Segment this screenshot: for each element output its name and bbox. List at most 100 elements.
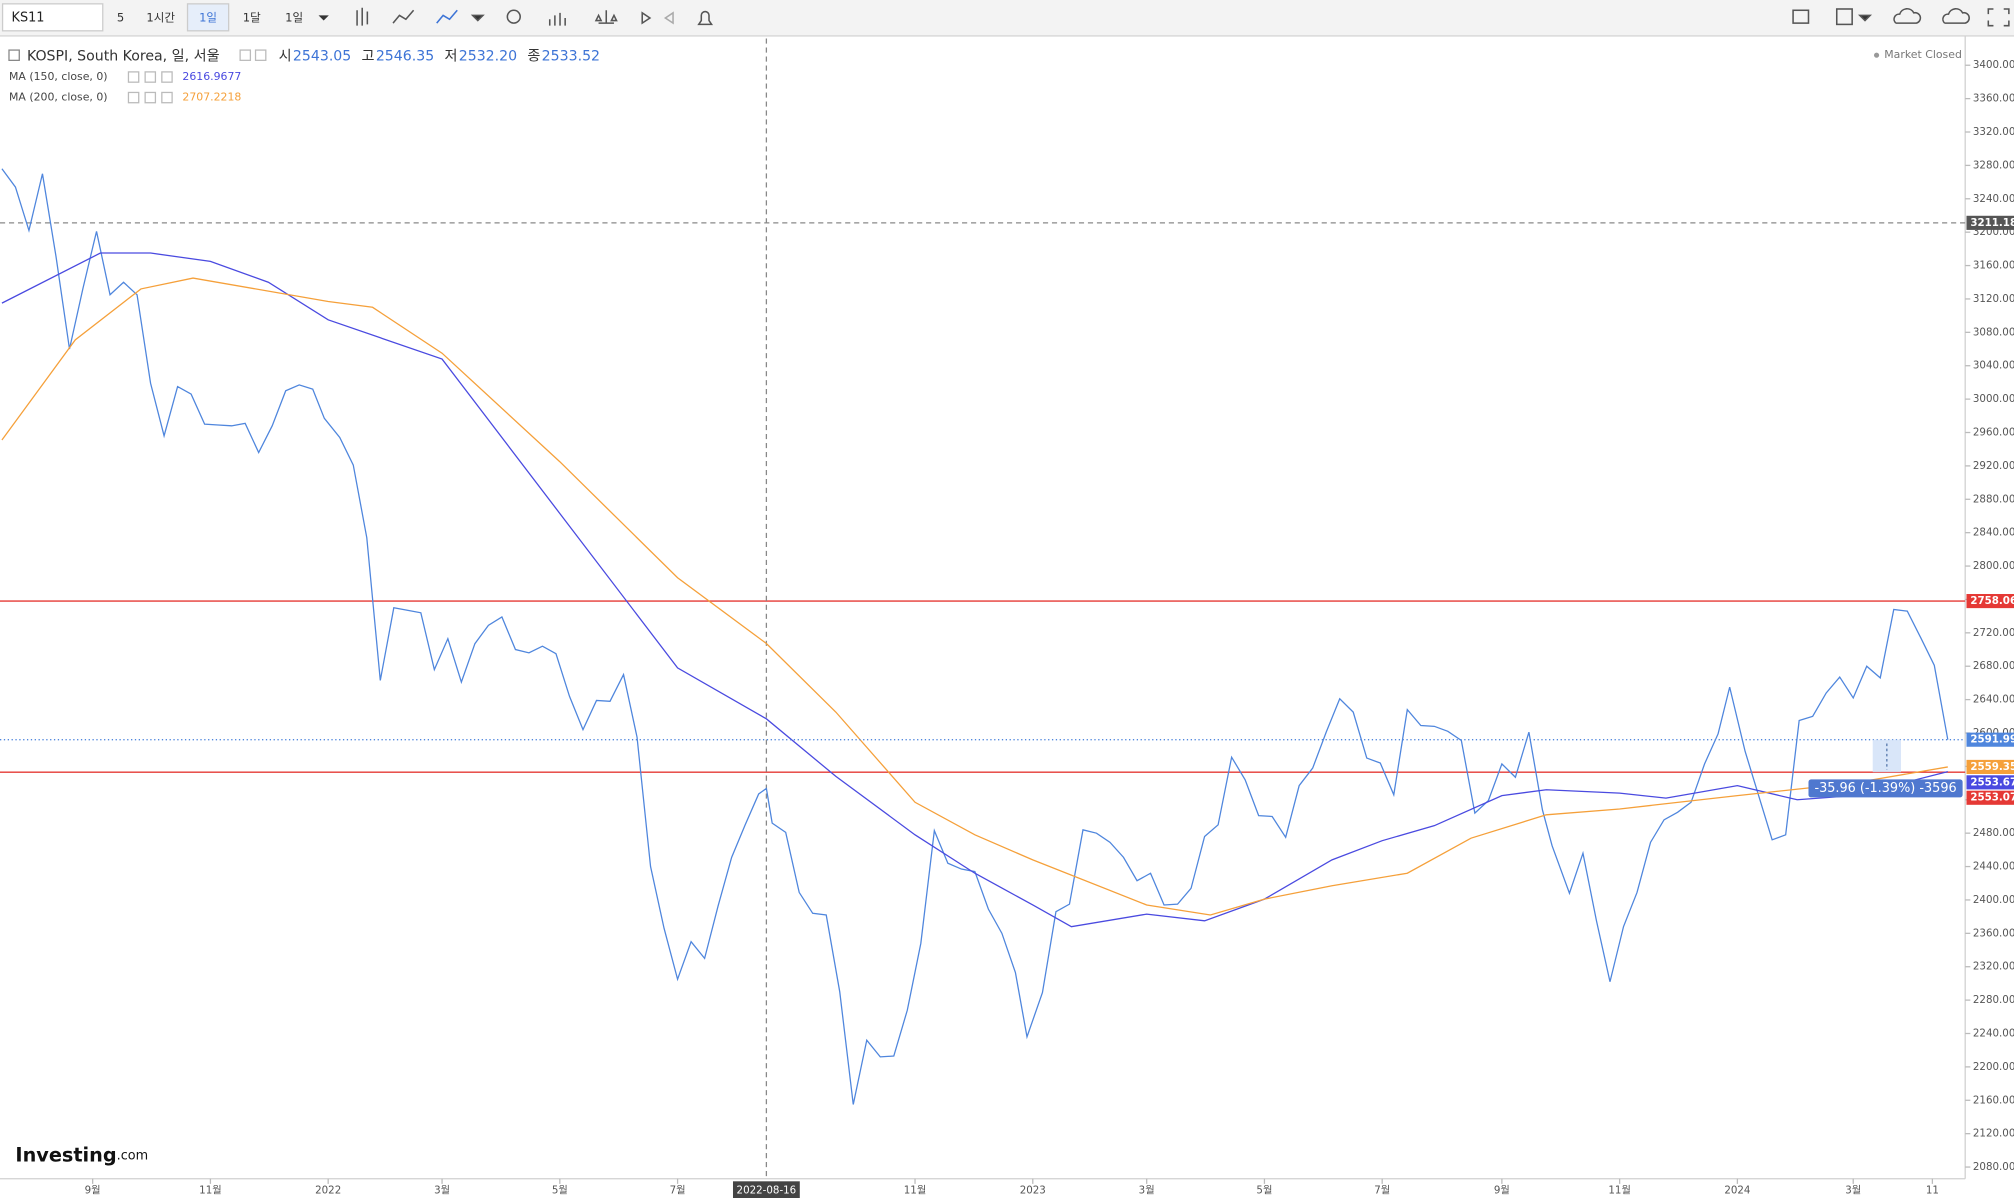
- x-tick-label: 2024: [1724, 1184, 1750, 1196]
- y-tick-label: 2440.00: [1973, 861, 2014, 873]
- price-tag: [1966, 775, 2014, 790]
- toolbar: [0, 0, 2014, 36]
- y-tick-label: 2800.00: [1973, 560, 2014, 572]
- y-tick-label: 3080.00: [1973, 326, 2014, 338]
- price-tag-label: 2758.06: [1970, 595, 2014, 607]
- y-tick-label: 3040.00: [1973, 360, 2014, 372]
- collapse-icon[interactable]: [8, 49, 20, 61]
- y-tick-label: 2200.00: [1973, 1061, 2014, 1073]
- y-tick-label: 2920.00: [1973, 460, 2014, 472]
- price-tag: [1966, 594, 2014, 609]
- price-tag-label: 2591.99: [1970, 734, 2014, 746]
- x-tick-label: 11월: [904, 1184, 927, 1196]
- x-tick-label: 3월: [1845, 1184, 1861, 1196]
- logo: Investing.com: [15, 1143, 148, 1166]
- ohlc-label: 고: [362, 48, 375, 64]
- y-tick-label: 2320.00: [1973, 961, 2014, 973]
- y-tick-label: 2360.00: [1973, 927, 2014, 939]
- y-tick-label: 2640.00: [1973, 694, 2014, 706]
- measure-box: [1808, 779, 1963, 798]
- y-tick-label: 2080.00: [1973, 1161, 2014, 1173]
- ohlc-value: 2543.05: [293, 48, 351, 64]
- y-tick-label: 3400.00: [1973, 59, 2014, 71]
- y-tick-label: 2680.00: [1973, 660, 2014, 672]
- interval[interactable]: 1일: [285, 10, 303, 24]
- legend-icons[interactable]: [127, 71, 173, 104]
- x-tick-label: 11: [1926, 1184, 1939, 1196]
- price-tag-label: 3211.18: [1970, 217, 2014, 229]
- measure-label: -35.96 (-1.39%) -3596: [1814, 781, 1956, 796]
- x-tick-label: 11월: [199, 1184, 222, 1196]
- price-tag-label: 2559.35: [1970, 761, 2014, 773]
- y-tick-label: 2240.00: [1973, 1028, 2014, 1040]
- x-tick-label: 7월: [1374, 1184, 1390, 1196]
- crosshair-date: 2022-08-16: [737, 1184, 797, 1196]
- legend-series: KOSPI, South Korea, 일, 서울: [27, 48, 220, 64]
- ohlc-value: 2533.52: [542, 48, 600, 64]
- y-tick-label: 2480.00: [1973, 827, 2014, 839]
- price-tag-label: 2553.07: [1970, 792, 2014, 804]
- x-tick-label: 2022: [315, 1184, 341, 1196]
- moving-average-line: [1, 252, 1948, 928]
- interval[interactable]: 1일: [199, 10, 217, 24]
- y-tick-label: 2160.00: [1973, 1094, 2014, 1106]
- y-tick-label: 3320.00: [1973, 126, 2014, 138]
- ohlc-label: 시: [279, 48, 292, 64]
- ohlc-legend: 시 2543.05 고 2546.35 저 2532.20 종 2533.52: [239, 48, 600, 64]
- price-tag: [1966, 759, 2014, 774]
- x-tick-label: 11월: [1608, 1184, 1631, 1196]
- legend-icon: [239, 49, 252, 61]
- x-tick-label: 9월: [1494, 1184, 1510, 1196]
- legend-value: 2616.9677: [182, 70, 241, 83]
- legend-series: MA (150, close, 0): [9, 70, 108, 83]
- interval[interactable]: 1시간: [146, 10, 175, 24]
- y-tick-label: 2720.00: [1973, 627, 2014, 639]
- y-tick-label: 3200.00: [1973, 226, 2014, 238]
- price-tag: [1966, 790, 2014, 805]
- ohlc-value: 2546.35: [376, 48, 434, 64]
- x-tick-label: 2023: [1020, 1184, 1046, 1196]
- price-tag: [1966, 215, 2014, 230]
- price-line: [1, 168, 1949, 1105]
- x-tick-label: 5월: [552, 1184, 568, 1196]
- interval[interactable]: 1달: [243, 10, 261, 24]
- ohlc-value: 2532.20: [459, 48, 517, 64]
- y-tick-label: 2960.00: [1973, 427, 2014, 439]
- ohlc-label: 종: [527, 48, 540, 64]
- legend-value: 2707.2218: [182, 91, 241, 104]
- active-interval[interactable]: [186, 3, 230, 32]
- y-tick-label: 3120.00: [1973, 293, 2014, 305]
- status-dot: [1873, 52, 1880, 58]
- legend-series: MA (200, close, 0): [9, 91, 108, 104]
- interval[interactable]: 5: [117, 10, 124, 24]
- market-status: Market Closed: [1884, 48, 1962, 61]
- x-tick-label: 5월: [1256, 1184, 1272, 1196]
- legend-icon: [254, 49, 267, 61]
- dropdown-arrow[interactable]: [318, 15, 329, 21]
- moving-average-line: [1, 277, 1948, 916]
- y-tick-label: 3240.00: [1973, 193, 2014, 205]
- x-tick-label: 7월: [670, 1184, 686, 1196]
- crosshair-date-box: [732, 1181, 800, 1198]
- x-tick-label: 9월: [85, 1184, 101, 1196]
- y-tick-label: 3360.00: [1973, 93, 2014, 105]
- y-tick-label: 2400.00: [1973, 894, 2014, 906]
- plot-area: [0, 38, 1966, 1179]
- symbol-input[interactable]: [1, 3, 104, 32]
- y-tick-label: 3000.00: [1973, 393, 2014, 405]
- symbol[interactable]: KS11: [12, 10, 45, 25]
- y-tick-label: 2880.00: [1973, 493, 2014, 505]
- x-tick-label: 3월: [434, 1184, 450, 1196]
- y-tick-label: 2280.00: [1973, 994, 2014, 1006]
- y-tick-label: 2120.00: [1973, 1128, 2014, 1140]
- y-tick-label: 2840.00: [1973, 527, 2014, 539]
- x-tick-label: 3월: [1139, 1184, 1155, 1196]
- y-tick-label: 3280.00: [1973, 159, 2014, 171]
- price-tag: [1966, 732, 2014, 747]
- logo-suffix: .com: [117, 1148, 148, 1163]
- price-tag-label: 2553.67: [1970, 776, 2014, 788]
- logo-main: Investing: [15, 1143, 116, 1166]
- toolbar-icons[interactable]: [356, 7, 2010, 27]
